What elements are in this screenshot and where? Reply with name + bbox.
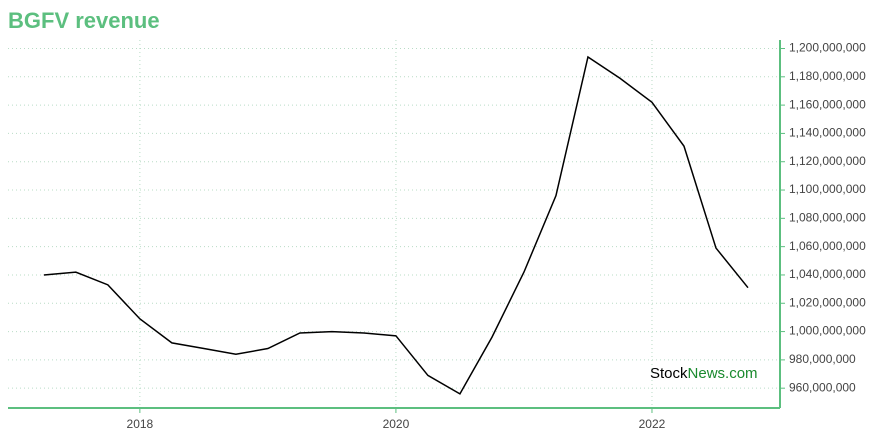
y-tick-label: 1,160,000,000	[789, 97, 866, 111]
y-tick-label: 1,120,000,000	[789, 154, 866, 168]
y-tick-label: 980,000,000	[789, 352, 856, 366]
y-tick-label: 1,140,000,000	[789, 126, 866, 140]
x-tick-label: 2022	[639, 417, 666, 431]
watermark: StockNews.com	[650, 365, 758, 382]
y-tick-label: 1,020,000,000	[789, 295, 866, 309]
y-tick-label: 1,080,000,000	[789, 211, 866, 225]
y-tick-label: 1,000,000,000	[789, 324, 866, 338]
series-line	[43, 55, 749, 395]
y-tick-label: 1,040,000,000	[789, 267, 866, 281]
x-tick-label: 2018	[127, 417, 154, 431]
x-tick-label: 2020	[383, 417, 410, 431]
y-tick-label: 960,000,000	[789, 380, 856, 394]
y-tick-label: 1,100,000,000	[789, 182, 866, 196]
watermark-part: Stock	[650, 365, 688, 382]
watermark-part: News.com	[688, 365, 758, 382]
chart-title: BGFV revenue	[8, 8, 160, 33]
y-tick-label: 1,180,000,000	[789, 69, 866, 83]
y-tick-label: 1,060,000,000	[789, 239, 866, 253]
y-tick-label: 1,200,000,000	[789, 41, 866, 55]
